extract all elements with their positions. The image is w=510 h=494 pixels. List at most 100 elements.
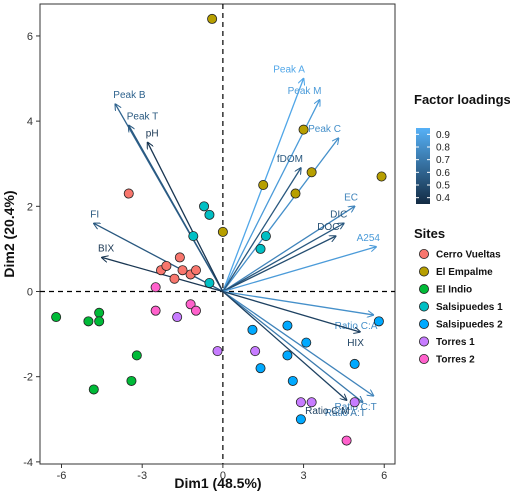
series-salsipuedes-2 [247, 316, 384, 425]
loading-hix: HIX [222, 290, 364, 349]
sites-legend-items: Cerro Vueltas El Empalme El Indio Salsipued… [418, 248, 503, 366]
legend-label: Salsipuedes 1 [436, 302, 503, 313]
x-tick-label: -6 [57, 470, 67, 482]
legend-item-salsipuedes-2: Salsipuedes 2 [418, 318, 503, 331]
plot-panel [39, 3, 396, 465]
legend-swatch [418, 266, 429, 277]
data-point [204, 209, 215, 220]
loading-dic: DIC [222, 209, 347, 293]
colorbar-tick-label: 0.4 [436, 193, 450, 204]
loading-label: Ratio C:T [335, 402, 377, 413]
legend-item-el-indio: El Indio [418, 283, 472, 296]
data-point [169, 273, 180, 284]
loading-label: Peak T [127, 111, 158, 122]
loading-arrow [222, 206, 355, 293]
legend-label: El Indio [436, 285, 472, 296]
data-point [255, 243, 266, 254]
loading-ratio-c-m: Ratio C:M [222, 291, 350, 417]
data-point [199, 201, 210, 212]
data-point [51, 312, 62, 323]
data-point [217, 226, 228, 237]
legend-label: El Empalme [436, 267, 493, 278]
loading-label: Ratio A:T [325, 408, 366, 419]
series-torres-1 [172, 312, 360, 408]
loading-label: HIX [347, 338, 364, 349]
loading-arrow [222, 223, 344, 293]
data-point [94, 307, 105, 318]
data-point [298, 124, 309, 135]
data-point [306, 397, 317, 408]
loading-label: Ratio C:A [335, 321, 378, 332]
legend-label: Cerro Vueltas [436, 250, 501, 261]
legend-label: Salsipuedes 2 [436, 320, 503, 331]
y-tick-label: 2 [27, 201, 33, 213]
loading-label: BIX [98, 243, 114, 254]
data-point [250, 346, 261, 357]
loading-ratio-a-t: Ratio A:T [222, 290, 366, 419]
legend-swatch [418, 283, 429, 294]
series-salsipuedes-1 [188, 201, 271, 288]
data-point [88, 384, 99, 395]
loading-fdom: fDOM [222, 154, 303, 292]
x-tick-label: -3 [137, 470, 147, 482]
data-point [290, 188, 301, 199]
data-point [306, 167, 317, 178]
data-point [341, 435, 352, 446]
y-tick-label: 0 [27, 287, 33, 299]
legend-item-cerro-vueltas: Cerro Vueltas [418, 248, 501, 261]
factor-loadings-colorbar [416, 128, 430, 204]
series-el-indio [51, 307, 142, 395]
colorbar-tick-label: 0.9 [436, 130, 450, 141]
loading-arrow [94, 223, 224, 293]
loading-arrow [148, 142, 224, 292]
loading-label: A254 [357, 233, 381, 244]
sites-legend-title: Sites [414, 226, 445, 241]
series-cerro-vueltas [123, 188, 201, 284]
loading-ec: EC [222, 192, 358, 293]
legend-label: Torres 2 [436, 355, 475, 366]
data-point [190, 265, 201, 276]
legend-swatch [418, 248, 429, 259]
data-point [301, 337, 312, 348]
sites-legend: Sites Cerro Vueltas El Empalme El Indio Sal… [414, 226, 503, 366]
x-tick-label: 3 [300, 470, 306, 482]
loading-label: pH [146, 128, 159, 139]
loading-arrow [222, 290, 374, 396]
data-point [94, 316, 105, 327]
loading-arrow [222, 290, 363, 403]
data-point [247, 324, 258, 335]
y-axis-title: Dim2 (20.4%) [1, 190, 17, 277]
loading-label: EC [344, 192, 358, 203]
data-point [150, 305, 161, 316]
data-point [185, 299, 196, 310]
data-point [190, 305, 201, 316]
loading-label: Peak M [288, 86, 322, 97]
legend-swatch [418, 301, 429, 312]
loading-label: DIC [330, 209, 347, 220]
series-torres-2 [150, 282, 352, 446]
data-point [123, 188, 134, 199]
loading-peak-c: Peak C [222, 124, 341, 292]
y-tick-label: -2 [23, 372, 33, 384]
data-point [373, 316, 384, 327]
loading-label: DOC [317, 222, 339, 233]
y-tick-label: 6 [27, 31, 33, 43]
reference-lines [40, 4, 395, 464]
loading-label: FI [90, 209, 99, 220]
data-point [255, 363, 266, 374]
data-point [260, 231, 271, 242]
loading-ratio-c-t: Ratio C:T [222, 290, 377, 413]
loading-arrow [222, 247, 376, 293]
legend-swatch [418, 318, 429, 329]
data-point [212, 346, 223, 357]
colorbar-tick-label: 0.6 [436, 168, 450, 179]
loading-doc: DOC [222, 222, 339, 293]
legend-swatch [418, 353, 429, 364]
x-tick-label: 6 [381, 470, 387, 482]
loading-arrow [222, 138, 339, 292]
colorbar-tick-label: 0.5 [436, 181, 450, 192]
loading-arrow [222, 291, 347, 401]
loading-label: fDOM [277, 154, 303, 165]
data-point [258, 180, 269, 191]
legend-item-el-empalme: El Empalme [418, 266, 493, 278]
